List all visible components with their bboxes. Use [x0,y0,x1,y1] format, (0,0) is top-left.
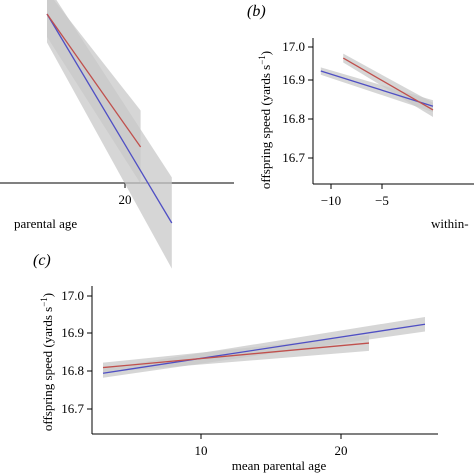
panel-b-y-axis-title-close: ) [258,51,273,55]
panel-c-y-axis-title-text: offspring speed (yards s [40,307,55,431]
x-tick-label: −5 [375,193,389,208]
panel-c-ticks-group: 10 20 16.7 16.8 16.9 17.0 [61,288,347,458]
panel-b-ticks-group: −10 −5 16.7 16.8 16.9 17.0 [282,39,389,208]
panel-b-label: (b) [247,3,266,20]
series-line [102,342,370,369]
x-tick-label: −10 [321,193,341,208]
y-tick-label: 16.7 [61,401,84,416]
panel-b-x-axis-title: within- [431,216,469,231]
confidence-band [320,67,433,113]
confidence-band [343,53,433,118]
panel-c-label: (c) [33,252,51,269]
y-tick-label: 17.0 [61,288,84,303]
panel-b-series-group [320,53,434,118]
panel-c-series-group [102,317,426,378]
panel-c-y-axis-title: offspring speed (yards s−1) [39,293,55,431]
x-tick-label: 20 [335,443,348,458]
series-line [342,57,434,111]
y-tick-label: 16.7 [282,150,305,165]
panel-b-y-axis-title: offspring speed (yards s−1) [257,51,273,189]
panel-a-x-axis-title: parental age [14,216,77,231]
y-tick-label: 16.9 [282,72,305,87]
y-tick-label: 16.8 [282,111,305,126]
series-line [46,13,142,148]
panel-b-y-axis-title-sup: −1 [257,55,267,65]
panel-c-y-axis-title-close: ) [40,293,55,297]
series-line [102,323,426,374]
series-line [46,13,173,224]
panel-a-x-tick-label: 20 [119,192,132,207]
panel-a-series-group [46,0,173,269]
y-tick-label: 17.0 [282,39,305,54]
y-tick-label: 16.8 [61,363,84,378]
panel-b-y-axis-title-text: offspring speed (yards s [258,65,273,189]
panel-c: (c) offspring speed (yards s−1) 10 20 16.7… [33,252,438,473]
y-tick-label: 16.9 [61,325,84,340]
panel-a: 20 parental age [0,0,234,269]
panel-b: (b) offspring speed (yards s−1) −10 −5 16.… [247,3,474,231]
panel-c-x-axis-title: mean parental age [232,458,327,473]
x-tick-label: 10 [195,443,208,458]
panel-c-y-axis-title-sup: −1 [39,297,49,307]
series-line [320,70,434,107]
